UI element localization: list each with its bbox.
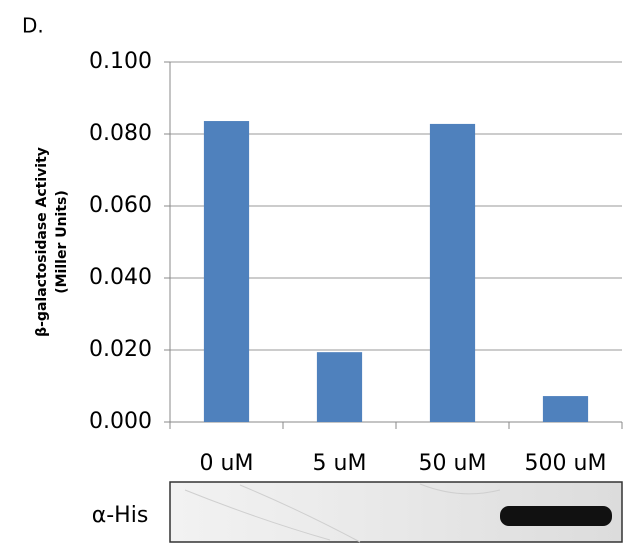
panel-label: D. bbox=[22, 14, 44, 38]
blot-band bbox=[500, 506, 612, 526]
y-tick-label: 0.100 bbox=[89, 49, 152, 74]
blot-label: α-His bbox=[92, 503, 149, 528]
y-axis-title-line: β-galactosidase Activity bbox=[34, 147, 50, 337]
y-axis-title-line: (Miller Units) bbox=[54, 190, 70, 294]
y-tick-label: 0.000 bbox=[89, 409, 152, 434]
bar bbox=[204, 121, 249, 422]
x-tick-label: 50 uM bbox=[419, 451, 487, 476]
y-axis-title: β-galactosidase Activity (Miller Units) bbox=[34, 147, 70, 337]
x-tick-label: 500 uM bbox=[525, 451, 607, 476]
bar bbox=[430, 124, 475, 422]
bar bbox=[317, 352, 362, 422]
x-tick-label: 5 uM bbox=[313, 451, 367, 476]
y-tick-label: 0.020 bbox=[89, 337, 152, 362]
y-tick-label: 0.040 bbox=[89, 265, 152, 290]
y-tick-label: 0.080 bbox=[89, 121, 152, 146]
y-tick-label: 0.060 bbox=[89, 193, 152, 218]
bar bbox=[543, 396, 588, 422]
figure: D. β-galactosidase Activity (Miller Unit… bbox=[0, 0, 627, 550]
plot-area: 0.000 0.020 0.040 0.060 0.080 0.100 0 uM 5 uM 50… bbox=[89, 49, 622, 476]
x-tick-label: 0 uM bbox=[200, 451, 254, 476]
